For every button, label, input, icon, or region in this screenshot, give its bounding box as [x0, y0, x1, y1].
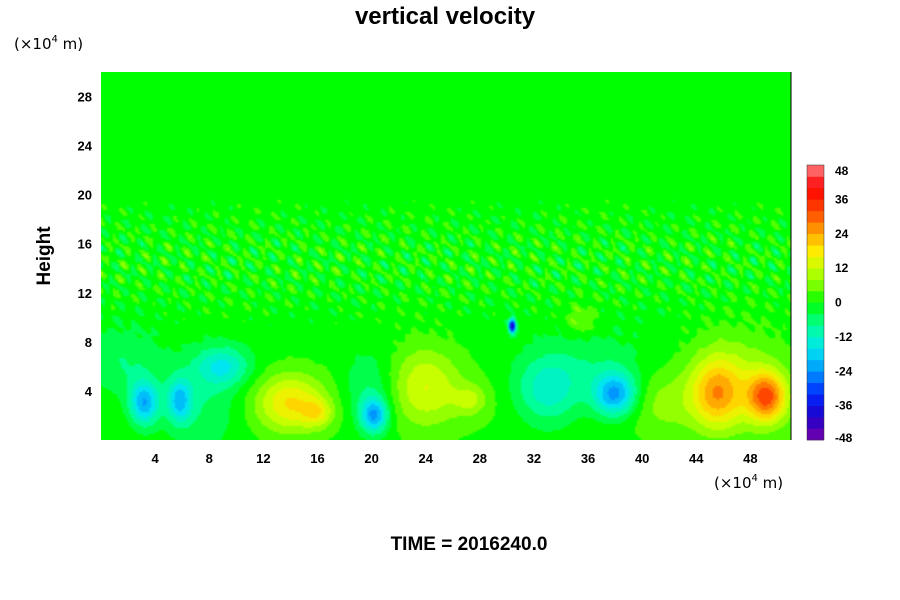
x-tick-label: 20 — [364, 451, 378, 466]
y-tick-label: 28 — [78, 90, 92, 105]
y-unit-prefix: (×10 — [14, 35, 52, 53]
x-tick-label: 28 — [473, 451, 487, 466]
colorbar-band — [807, 222, 824, 235]
colorbar-band — [807, 199, 824, 212]
colorbar-band — [807, 325, 824, 338]
x-tick-label: 40 — [635, 451, 649, 466]
heatmap-field — [101, 72, 791, 440]
x-tick-label: 16 — [310, 451, 324, 466]
colorbar-band — [807, 268, 824, 280]
time-label: TIME = 2016240.0 — [391, 534, 548, 555]
colorbar-band — [807, 210, 824, 223]
x-tick-label: 4 — [152, 451, 160, 466]
colorbar-band — [807, 302, 824, 315]
colorbar-band — [807, 165, 824, 177]
colorbar-band — [807, 382, 824, 395]
colorbar-band — [807, 428, 824, 441]
x-tick-label: 36 — [581, 451, 595, 466]
y-unit-suffix: m) — [58, 35, 83, 53]
x-unit-suffix: m) — [758, 474, 783, 492]
colorbar-tick-label: 24 — [835, 227, 849, 241]
colorbar-band — [807, 279, 824, 292]
colorbar-tick-label: -48 — [835, 431, 853, 445]
colorbar-band — [807, 394, 824, 406]
x-tick-label: 12 — [256, 451, 270, 466]
colorbar-tick-label: -36 — [835, 399, 853, 413]
x-unit-exp: 4 — [752, 473, 758, 484]
colorbar-band — [807, 336, 824, 349]
y-unit-label: (×104 m) — [14, 34, 83, 53]
colorbar-band — [807, 371, 824, 384]
colorbar-frame — [806, 164, 825, 441]
y-tick-label: 16 — [78, 237, 92, 252]
colorbar-band — [807, 233, 824, 246]
y-tick-label: 4 — [85, 384, 93, 399]
colorbar-tick-label: 12 — [835, 261, 849, 275]
y-tick-label: 12 — [78, 286, 92, 301]
colorbar-band — [807, 176, 824, 189]
colorbar-band — [807, 313, 824, 326]
colorbar-tick-label: 0 — [835, 296, 842, 310]
x-tick-label: 32 — [527, 451, 541, 466]
y-unit-exp: 4 — [52, 34, 58, 45]
chart-title: vertical velocity — [355, 3, 536, 30]
colorbar-band — [807, 359, 824, 372]
x-unit-label: (×104 m) — [714, 473, 783, 492]
y-tick-label: 8 — [85, 335, 92, 350]
y-tick-label: 24 — [78, 139, 93, 154]
colorbar-band — [807, 256, 824, 269]
colorbar-tick-label: -24 — [835, 364, 853, 378]
x-unit-prefix: (×10 — [714, 474, 752, 492]
x-tick-label: 48 — [743, 451, 757, 466]
x-tick-label: 24 — [418, 451, 433, 466]
colorbar-tick-label: 36 — [835, 192, 849, 206]
colorbar-band — [807, 245, 824, 257]
colorbar-band — [807, 417, 824, 429]
plot-area — [101, 72, 792, 440]
colorbar: 48 36 24 12 0 -12 -24 -36 -48 — [806, 164, 853, 445]
y-axis-label: Height — [34, 226, 55, 286]
colorbar-tick-label: -12 — [835, 330, 853, 344]
colorbar-band — [807, 291, 824, 303]
colorbar-tick-label: 48 — [835, 164, 849, 178]
colorbar-band — [807, 187, 824, 200]
x-tick-label: 8 — [206, 451, 213, 466]
colorbar-band — [807, 405, 824, 418]
x-tick-label: 44 — [689, 451, 704, 466]
colorbar-band — [807, 348, 824, 361]
y-tick-label: 20 — [78, 188, 92, 203]
